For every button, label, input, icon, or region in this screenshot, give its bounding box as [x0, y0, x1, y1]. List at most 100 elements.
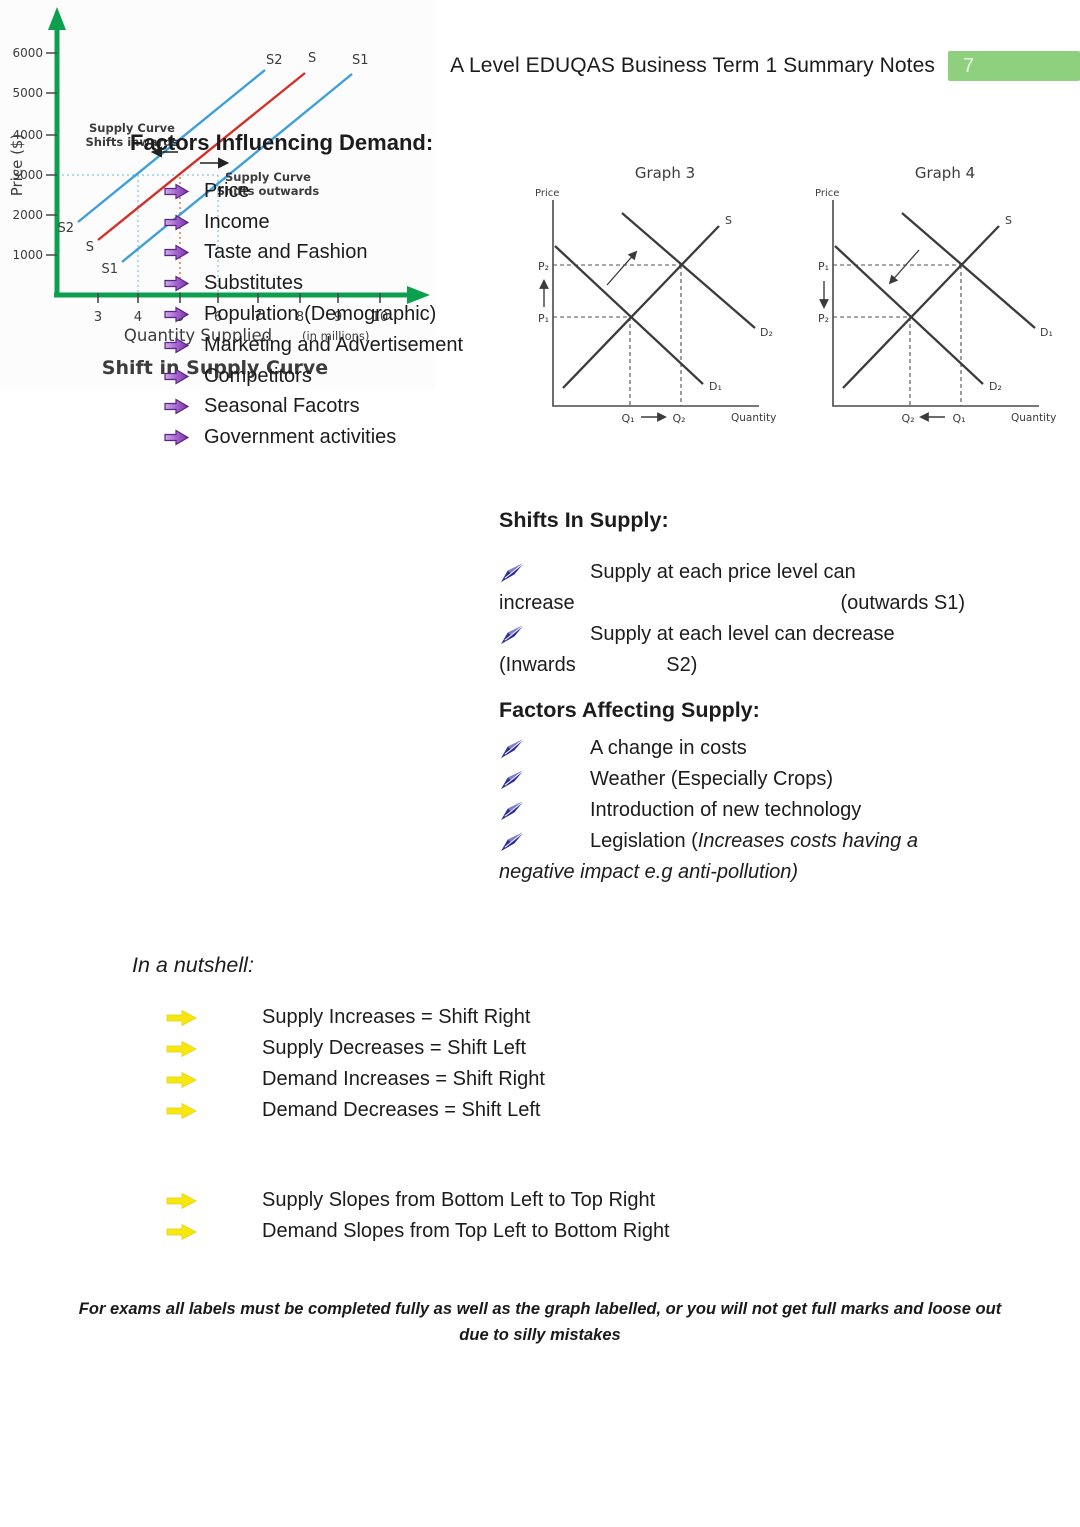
footer-line2: due to silly mistakes [459, 1326, 621, 1344]
supply-label: S [725, 214, 732, 227]
legislation-line2: negative impact e.g anti-pollution) [499, 861, 799, 883]
graph-title: Graph 3 [635, 164, 695, 182]
purple-arrow-icon [164, 306, 190, 323]
p-lower-label: P₂ [818, 312, 829, 325]
pen-icon [499, 768, 526, 801]
y-tick: 5000 [12, 86, 43, 100]
graph-title: Graph 4 [915, 164, 975, 182]
purple-arrow-icon [164, 214, 190, 231]
list-item: Price [163, 176, 463, 207]
list-item: Substitutes [163, 268, 463, 299]
axes [832, 200, 1039, 407]
purple-arrow-icon [164, 398, 190, 416]
supply-column: Shifts In Supply: Supply at each price l… [499, 507, 965, 888]
x-axis-arrowhead [407, 286, 430, 304]
list-item-label: Population (Demographic) [204, 303, 437, 326]
wrap-right: (outwards S1) [840, 592, 966, 614]
factor-label: Introduction of new technology [590, 799, 862, 821]
footer-note: For exams all labels must be completed f… [0, 1296, 1080, 1348]
dashed-guides [833, 264, 962, 406]
nutshell-slope-item: Demand Slopes from Top Left to Bottom Ri… [132, 1216, 832, 1247]
q-right-label: Q₁ [952, 412, 965, 425]
shift-left-arrow [888, 249, 920, 285]
demand-section-heading: Factors Influencing Demand: [130, 130, 434, 155]
wrap-right: S2) [666, 654, 698, 676]
nutshell-label: Demand Decreases = Shift Left [262, 1099, 541, 1121]
supply-curve [562, 225, 720, 389]
bullet-text-wrap: (Inwards S2) [499, 650, 965, 681]
q-right-label: Q₂ [672, 412, 685, 425]
list-item-label: Marketing and Advertisement [204, 333, 464, 356]
annotation-inwards-line2: Shifts inwards [85, 135, 178, 149]
d2-label: D₂ [760, 326, 773, 339]
d2-label: D₂ [989, 380, 1002, 393]
pen-icon [499, 561, 526, 594]
s2-curve [77, 69, 266, 223]
y-tick: 4000 [12, 128, 43, 142]
x-tick: 6 [214, 310, 222, 325]
yellow-arrow-icon [166, 1071, 197, 1089]
list-item: Seasonal Facotrs [163, 392, 463, 423]
nutshell-item: Supply Decreases = Shift Left [132, 1033, 832, 1064]
y-tick: 2000 [12, 208, 43, 222]
demand-curve-d1 [901, 212, 1036, 329]
bullet-text: Supply at each price level can [590, 561, 856, 583]
y-axis-label: Price [815, 188, 839, 199]
list-item-label: Income [204, 210, 270, 233]
demand-curve-d1 [554, 245, 704, 385]
nutshell-label: Demand Increases = Shift Right [262, 1068, 545, 1090]
s2-label-bottom: S2 [57, 221, 74, 236]
nutshell-label: Supply Increases = Shift Right [262, 1006, 531, 1028]
yellow-arrow-icon [166, 1040, 197, 1058]
bullet-text: Supply at each level can decrease [590, 623, 895, 645]
x-tick-marks [97, 293, 381, 303]
page-title: A Level EDUQAS Business Term 1 Summary N… [450, 54, 935, 77]
purple-arrow-icon [164, 275, 190, 292]
factor-label: Legislation (Increases costs having a [590, 826, 965, 857]
s1-label-bottom: S1 [101, 262, 118, 277]
wrap-left: (Inwards [499, 654, 576, 676]
p-upper-label: P₁ [818, 260, 829, 273]
purple-arrow-icon [164, 244, 190, 262]
supply-bullet-2: Supply at each level can decrease (Inwar… [499, 619, 965, 681]
page-number-badge: 7 [948, 51, 1080, 81]
y-axis-title: Price ($) [8, 134, 26, 197]
y-tick-marks [46, 52, 57, 256]
list-item-label: Substitutes [204, 272, 303, 295]
list-item: Competitors [163, 361, 463, 392]
list-item: Income [163, 207, 463, 238]
nutshell-section: In a nutshell: Supply Increases = Shift … [132, 953, 832, 1247]
list-item-label: Seasonal Facotrs [204, 395, 360, 418]
page-header: A Level EDUQAS Business Term 1 Summary N… [0, 50, 1080, 82]
yellow-arrow-icon [166, 1102, 197, 1120]
graph3-demand-increase-figure: Graph 3 Price S D₁ D₂ P₂ P₁ Q₁ Q₂ Quanti… [535, 164, 776, 425]
factors-affecting-supply-heading: Factors Affecting Supply: [499, 698, 760, 722]
d1-label: D₁ [1040, 326, 1053, 339]
shift-in-supply-curve-figure: 6000 5000 4000 3000 2000 1000 3 4 5 6 7 … [0, 0, 435, 390]
purple-arrow-icon [164, 183, 190, 200]
shifts-in-supply-heading: Shifts In Supply: [499, 508, 669, 532]
pen-icon [499, 737, 526, 770]
x-tick: 8 [296, 310, 304, 325]
spacer [132, 1126, 832, 1185]
x-axis-label: Quantity [731, 412, 776, 424]
x-tick: 9 [334, 310, 342, 325]
y-tick: 6000 [12, 46, 43, 60]
footer-line1: For exams all labels must be completed f… [78, 1300, 1002, 1318]
nutshell-heading: In a nutshell: [132, 953, 254, 977]
annotation-outwards-line1: Supply Curve [225, 170, 311, 184]
q-left-label: Q₂ [901, 412, 914, 425]
y-tick: 3000 [12, 168, 43, 182]
s-label-bottom: S [86, 240, 94, 255]
graph4-demand-decrease-figure: Graph 4 Price S D₁ D₂ P₁ P₂ Q₂ Q₁ Quanti… [815, 164, 1056, 425]
bullet-text-wrap: increase (outwards S1) [499, 588, 965, 619]
q-left-label: Q₁ [621, 412, 634, 425]
dashed-guides [553, 264, 682, 406]
list-item: Government activities [163, 422, 463, 453]
shift-right-arrow [606, 250, 638, 286]
factor-item-legislation: Legislation (Increases costs having a ne… [499, 826, 965, 888]
nutshell-item: Demand Decreases = Shift Left [132, 1095, 832, 1126]
annotation-inwards-line1: Supply Curve [89, 121, 175, 135]
factor-item: Introduction of new technology [499, 795, 965, 826]
